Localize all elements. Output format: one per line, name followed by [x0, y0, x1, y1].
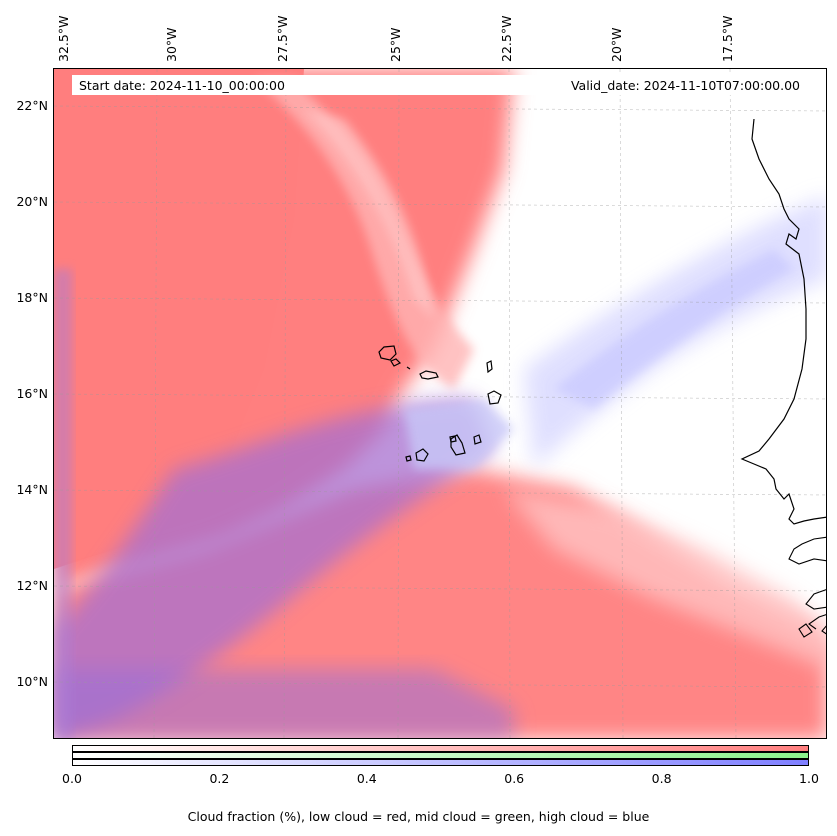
- colorbar-tick: 0.0: [62, 771, 82, 786]
- colorbar-high: [72, 759, 809, 766]
- start-date-label: Start date: 2024-11-10_00:00:00: [79, 78, 285, 93]
- overlap-purple-south: [54, 669, 514, 738]
- low-cloud-light-streak: [254, 79, 474, 389]
- valid-date-label: Valid_date: 2024-11-10T07:00:00.00: [570, 78, 800, 93]
- colorbar-tick: 0.2: [209, 771, 230, 786]
- lat-label-10n: 10°N: [16, 674, 48, 689]
- high-cloud-pale-patch: [404, 399, 514, 469]
- map-panel[interactable]: [53, 68, 827, 739]
- graticule: [54, 69, 826, 738]
- lat-label-16n: 16°N: [16, 386, 48, 401]
- lon-label-32-5w: 32.5°W: [56, 15, 71, 62]
- africa-coastline: [740, 118, 826, 525]
- lon-label-25w: 25°W: [388, 27, 403, 62]
- low-cloud-southeast-fringe: [504, 489, 826, 669]
- africa-coast-south: [788, 536, 826, 638]
- lat-label-12n: 12°N: [16, 578, 48, 593]
- overlap-purple-band: [54, 399, 494, 738]
- colorbar-tick: 0.6: [504, 771, 525, 786]
- lon-label-20w: 20°W: [609, 27, 624, 62]
- colorbar-tick: 1.0: [799, 771, 819, 786]
- colorbar-tick: 0.4: [356, 771, 377, 786]
- lat-label-22n: 22°N: [16, 98, 48, 113]
- map-info-box: Start date: 2024-11-10_00:00:00 Valid_da…: [72, 75, 812, 95]
- lon-label-17-5w: 17.5°W: [720, 15, 735, 62]
- lat-label-14n: 14°N: [16, 482, 48, 497]
- lat-label-18n: 18°N: [16, 290, 48, 305]
- low-cloud-northwest-core: [54, 69, 304, 569]
- low-cloud-light-streak-2: [304, 109, 434, 319]
- high-cloud-inner: [554, 249, 794, 409]
- lon-label-22-5w: 22.5°W: [499, 15, 514, 62]
- colorbar-tick: 0.8: [651, 771, 672, 786]
- colorbar-low: [72, 745, 809, 752]
- cape-verde-islands: [378, 345, 502, 462]
- lon-label-30w: 30°W: [164, 27, 179, 62]
- colorbar-mid: [72, 752, 809, 759]
- lon-label-27-5w: 27.5°W: [275, 15, 290, 62]
- colorbar-ticks: 0.0 0.2 0.4 0.6 0.8 1.0: [62, 771, 819, 791]
- colorbar: [72, 745, 809, 766]
- overlap-purple-west-edge: [54, 269, 72, 738]
- colorbar-label: Cloud fraction (%), low cloud = red, mid…: [187, 809, 650, 824]
- lat-label-20n: 20°N: [16, 194, 48, 209]
- cloud-fraction-map: [54, 69, 826, 738]
